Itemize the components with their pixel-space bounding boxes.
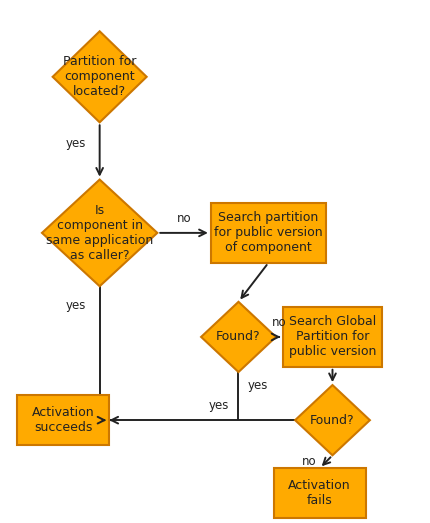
FancyBboxPatch shape <box>17 395 109 445</box>
Text: Search Global
Partition for
public version: Search Global Partition for public versi… <box>289 315 376 358</box>
Text: Partition for
component
located?: Partition for component located? <box>63 55 136 98</box>
Text: Is
component in
same application
as caller?: Is component in same application as call… <box>46 204 153 262</box>
Text: Activation
fails: Activation fails <box>289 479 351 507</box>
Text: yes: yes <box>209 399 230 412</box>
Text: yes: yes <box>66 300 86 312</box>
Text: yes: yes <box>66 137 86 150</box>
Polygon shape <box>201 302 276 372</box>
Text: no: no <box>272 316 287 329</box>
Text: Search partition
for public version
of component: Search partition for public version of c… <box>214 211 323 254</box>
Polygon shape <box>295 385 370 456</box>
Text: yes: yes <box>248 379 268 392</box>
Text: no: no <box>302 456 316 468</box>
FancyBboxPatch shape <box>274 468 366 518</box>
Polygon shape <box>52 31 147 122</box>
Text: Found?: Found? <box>310 414 355 427</box>
Polygon shape <box>42 179 157 286</box>
Text: Found?: Found? <box>216 331 261 344</box>
FancyBboxPatch shape <box>283 307 381 367</box>
FancyBboxPatch shape <box>211 203 326 263</box>
Text: Activation
succeeds: Activation succeeds <box>32 406 95 434</box>
Text: no: no <box>177 212 191 225</box>
